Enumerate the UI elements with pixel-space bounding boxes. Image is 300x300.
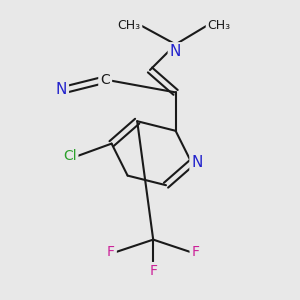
Text: F: F xyxy=(149,264,157,278)
Text: F: F xyxy=(107,245,115,260)
Text: F: F xyxy=(192,245,200,260)
Text: Cl: Cl xyxy=(63,149,76,164)
Text: C: C xyxy=(100,73,110,87)
Text: N: N xyxy=(170,44,181,59)
Text: CH₃: CH₃ xyxy=(117,19,140,32)
Text: CH₃: CH₃ xyxy=(208,19,231,32)
Text: N: N xyxy=(192,155,203,170)
Text: N: N xyxy=(56,82,67,97)
